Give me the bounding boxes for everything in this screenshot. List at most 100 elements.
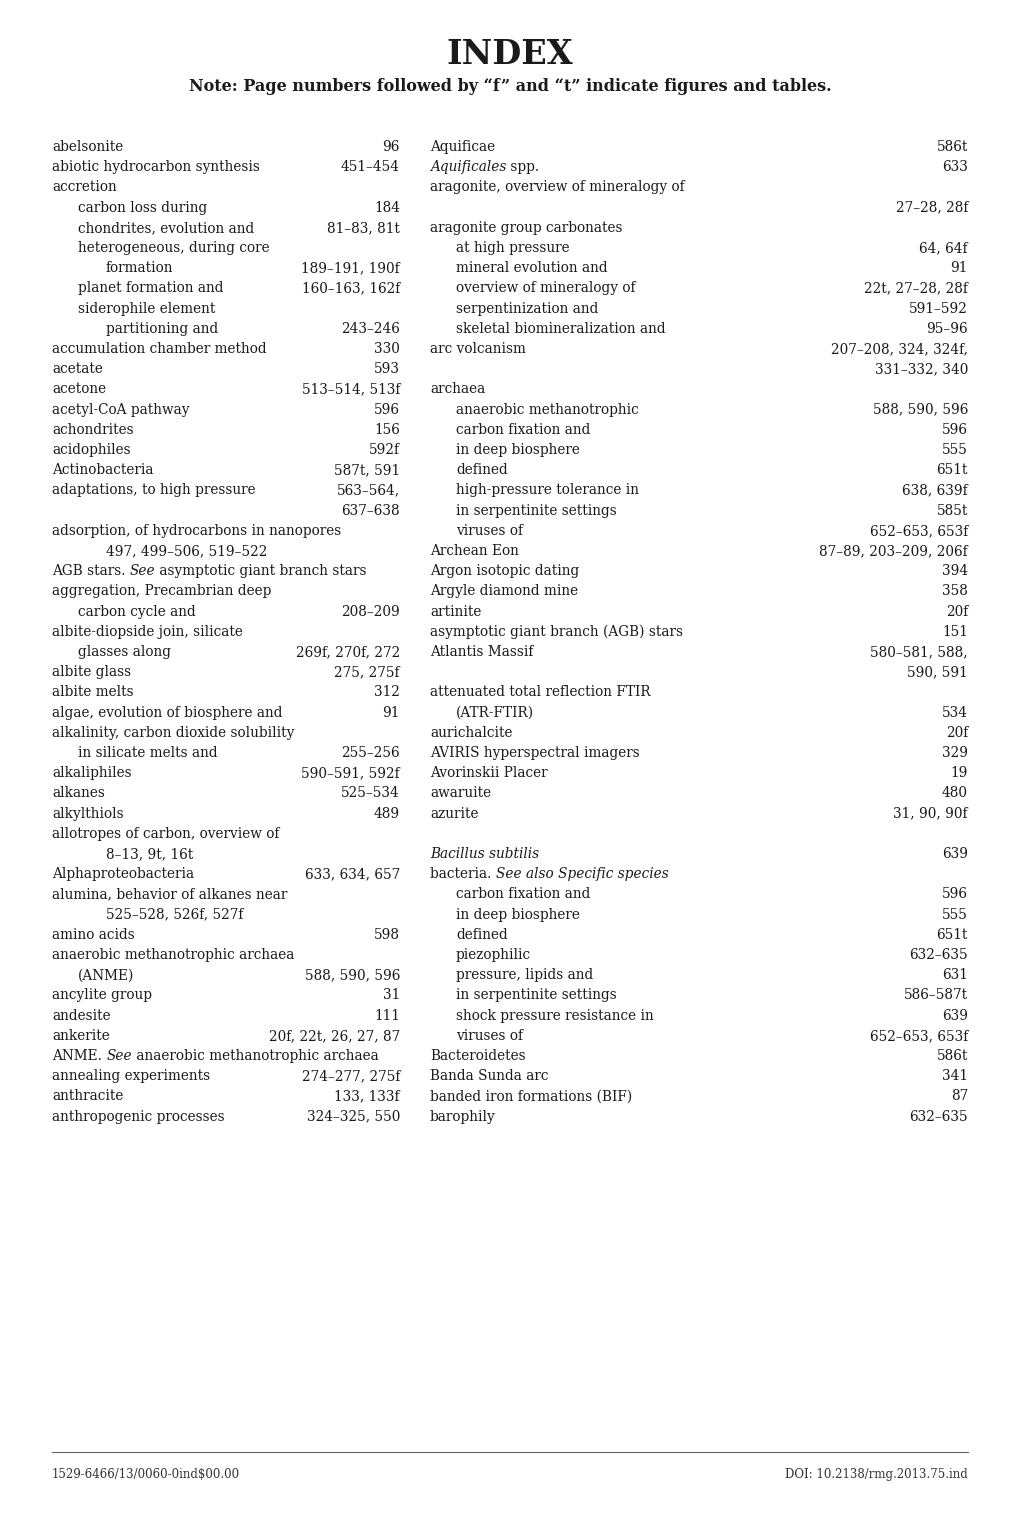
Text: carbon fixation and: carbon fixation and xyxy=(455,887,590,901)
Text: 534: 534 xyxy=(942,705,967,719)
Text: glasses along: glasses along xyxy=(77,646,171,659)
Text: 156: 156 xyxy=(374,422,399,436)
Text: alkanes: alkanes xyxy=(52,786,105,800)
Text: 489: 489 xyxy=(374,806,399,820)
Text: 184: 184 xyxy=(374,200,399,214)
Text: acetyl-CoA pathway: acetyl-CoA pathway xyxy=(52,402,190,416)
Text: bacteria.: bacteria. xyxy=(430,868,495,881)
Text: 111: 111 xyxy=(374,1008,399,1022)
Text: abelsonite: abelsonite xyxy=(52,141,123,155)
Text: algae, evolution of biosphere and: algae, evolution of biosphere and xyxy=(52,705,282,719)
Text: archaea: archaea xyxy=(430,382,485,396)
Text: 585t: 585t xyxy=(935,503,967,517)
Text: 329: 329 xyxy=(942,747,967,760)
Text: alumina, behavior of alkanes near: alumina, behavior of alkanes near xyxy=(52,887,287,901)
Text: 632–635: 632–635 xyxy=(909,1109,967,1123)
Text: mineral evolution and: mineral evolution and xyxy=(455,262,607,275)
Text: Actinobacteria: Actinobacteria xyxy=(52,464,153,477)
Text: carbon cycle and: carbon cycle and xyxy=(77,604,196,618)
Text: arc volcanism: arc volcanism xyxy=(430,343,526,356)
Text: ankerite: ankerite xyxy=(52,1028,110,1043)
Text: 207–208, 324, 324f,: 207–208, 324, 324f, xyxy=(830,343,967,356)
Text: achondrites: achondrites xyxy=(52,422,133,436)
Text: spp.: spp. xyxy=(505,161,539,174)
Text: 588, 590, 596: 588, 590, 596 xyxy=(305,968,399,982)
Text: 525–528, 526f, 527f: 525–528, 526f, 527f xyxy=(106,907,244,921)
Text: carbon loss during: carbon loss during xyxy=(77,200,207,214)
Text: Archean Eon: Archean Eon xyxy=(430,545,519,558)
Text: accretion: accretion xyxy=(52,181,116,194)
Text: 160–163, 162f: 160–163, 162f xyxy=(302,282,399,295)
Text: 631: 631 xyxy=(942,968,967,982)
Text: 324–325, 550: 324–325, 550 xyxy=(307,1109,399,1123)
Text: pressure, lipids and: pressure, lipids and xyxy=(455,968,593,982)
Text: 1529-6466/13/0060-0ind$00.00: 1529-6466/13/0060-0ind$00.00 xyxy=(52,1467,239,1481)
Text: viruses of: viruses of xyxy=(455,1028,523,1043)
Text: defined: defined xyxy=(455,927,507,942)
Text: allotropes of carbon, overview of: allotropes of carbon, overview of xyxy=(52,826,279,842)
Text: 563–564,: 563–564, xyxy=(336,483,399,497)
Text: 525–534: 525–534 xyxy=(341,786,399,800)
Text: high-pressure tolerance in: high-pressure tolerance in xyxy=(455,483,638,497)
Text: See: See xyxy=(106,1050,131,1063)
Text: at high pressure: at high pressure xyxy=(455,242,569,256)
Text: 64, 64f: 64, 64f xyxy=(918,242,967,256)
Text: Note: Page numbers followed by “f” and “t” indicate figures and tables.: Note: Page numbers followed by “f” and “… xyxy=(189,78,830,95)
Text: See: See xyxy=(129,565,155,578)
Text: acetone: acetone xyxy=(52,382,106,396)
Text: Argyle diamond mine: Argyle diamond mine xyxy=(430,584,578,598)
Text: Alphaproteobacteria: Alphaproteobacteria xyxy=(52,868,194,881)
Text: 587t, 591: 587t, 591 xyxy=(333,464,399,477)
Text: 598: 598 xyxy=(374,927,399,942)
Text: 274–277, 275f: 274–277, 275f xyxy=(302,1069,399,1083)
Text: 638, 639f: 638, 639f xyxy=(902,483,967,497)
Text: azurite: azurite xyxy=(430,806,478,820)
Text: attenuated total reflection FTIR: attenuated total reflection FTIR xyxy=(430,685,650,699)
Text: 580–581, 588,: 580–581, 588, xyxy=(869,646,967,659)
Text: 275, 275f: 275, 275f xyxy=(334,666,399,679)
Text: INDEX: INDEX xyxy=(446,38,573,70)
Text: amino acids: amino acids xyxy=(52,927,135,942)
Text: in serpentinite settings: in serpentinite settings xyxy=(455,988,616,1002)
Text: 451–454: 451–454 xyxy=(340,161,399,174)
Text: 133, 133f: 133, 133f xyxy=(334,1089,399,1103)
Text: 586–587t: 586–587t xyxy=(903,988,967,1002)
Text: andesite: andesite xyxy=(52,1008,110,1022)
Text: anthracite: anthracite xyxy=(52,1089,123,1103)
Text: 652–653, 653f: 652–653, 653f xyxy=(869,1028,967,1043)
Text: 91: 91 xyxy=(950,262,967,275)
Text: anaerobic methanotrophic archaea: anaerobic methanotrophic archaea xyxy=(52,949,294,962)
Text: barophily: barophily xyxy=(430,1109,495,1123)
Text: 330: 330 xyxy=(374,343,399,356)
Text: 8–13, 9t, 16t: 8–13, 9t, 16t xyxy=(106,848,193,861)
Text: 394: 394 xyxy=(941,565,967,578)
Text: artinite: artinite xyxy=(430,604,481,618)
Text: 31, 90, 90f: 31, 90, 90f xyxy=(893,806,967,820)
Text: 358: 358 xyxy=(942,584,967,598)
Text: 633, 634, 657: 633, 634, 657 xyxy=(305,868,399,881)
Text: alkylthiols: alkylthiols xyxy=(52,806,123,820)
Text: 632–635: 632–635 xyxy=(909,949,967,962)
Text: 633: 633 xyxy=(942,161,967,174)
Text: 20f, 22t, 26, 27, 87: 20f, 22t, 26, 27, 87 xyxy=(268,1028,399,1043)
Text: 87: 87 xyxy=(950,1089,967,1103)
Text: Avorinskii Placer: Avorinskii Placer xyxy=(430,767,547,780)
Text: carbon fixation and: carbon fixation and xyxy=(455,422,590,436)
Text: 255–256: 255–256 xyxy=(341,747,399,760)
Text: asymptotic giant branch (AGB) stars: asymptotic giant branch (AGB) stars xyxy=(430,624,683,640)
Text: in deep biosphere: in deep biosphere xyxy=(455,907,580,921)
Text: adaptations, to high pressure: adaptations, to high pressure xyxy=(52,483,256,497)
Text: 27–28, 28f: 27–28, 28f xyxy=(895,200,967,214)
Text: 652–653, 653f: 652–653, 653f xyxy=(869,523,967,539)
Text: 651t: 651t xyxy=(935,464,967,477)
Text: 91: 91 xyxy=(382,705,399,719)
Text: viruses of: viruses of xyxy=(455,523,523,539)
Text: 651t: 651t xyxy=(935,927,967,942)
Text: overview of mineralogy of: overview of mineralogy of xyxy=(455,282,635,295)
Text: in serpentinite settings: in serpentinite settings xyxy=(455,503,616,517)
Text: AGB stars.: AGB stars. xyxy=(52,565,129,578)
Text: ANME.: ANME. xyxy=(52,1050,106,1063)
Text: 331–332, 340: 331–332, 340 xyxy=(873,363,967,376)
Text: aurichalcite: aurichalcite xyxy=(430,725,512,741)
Text: 555: 555 xyxy=(942,444,967,457)
